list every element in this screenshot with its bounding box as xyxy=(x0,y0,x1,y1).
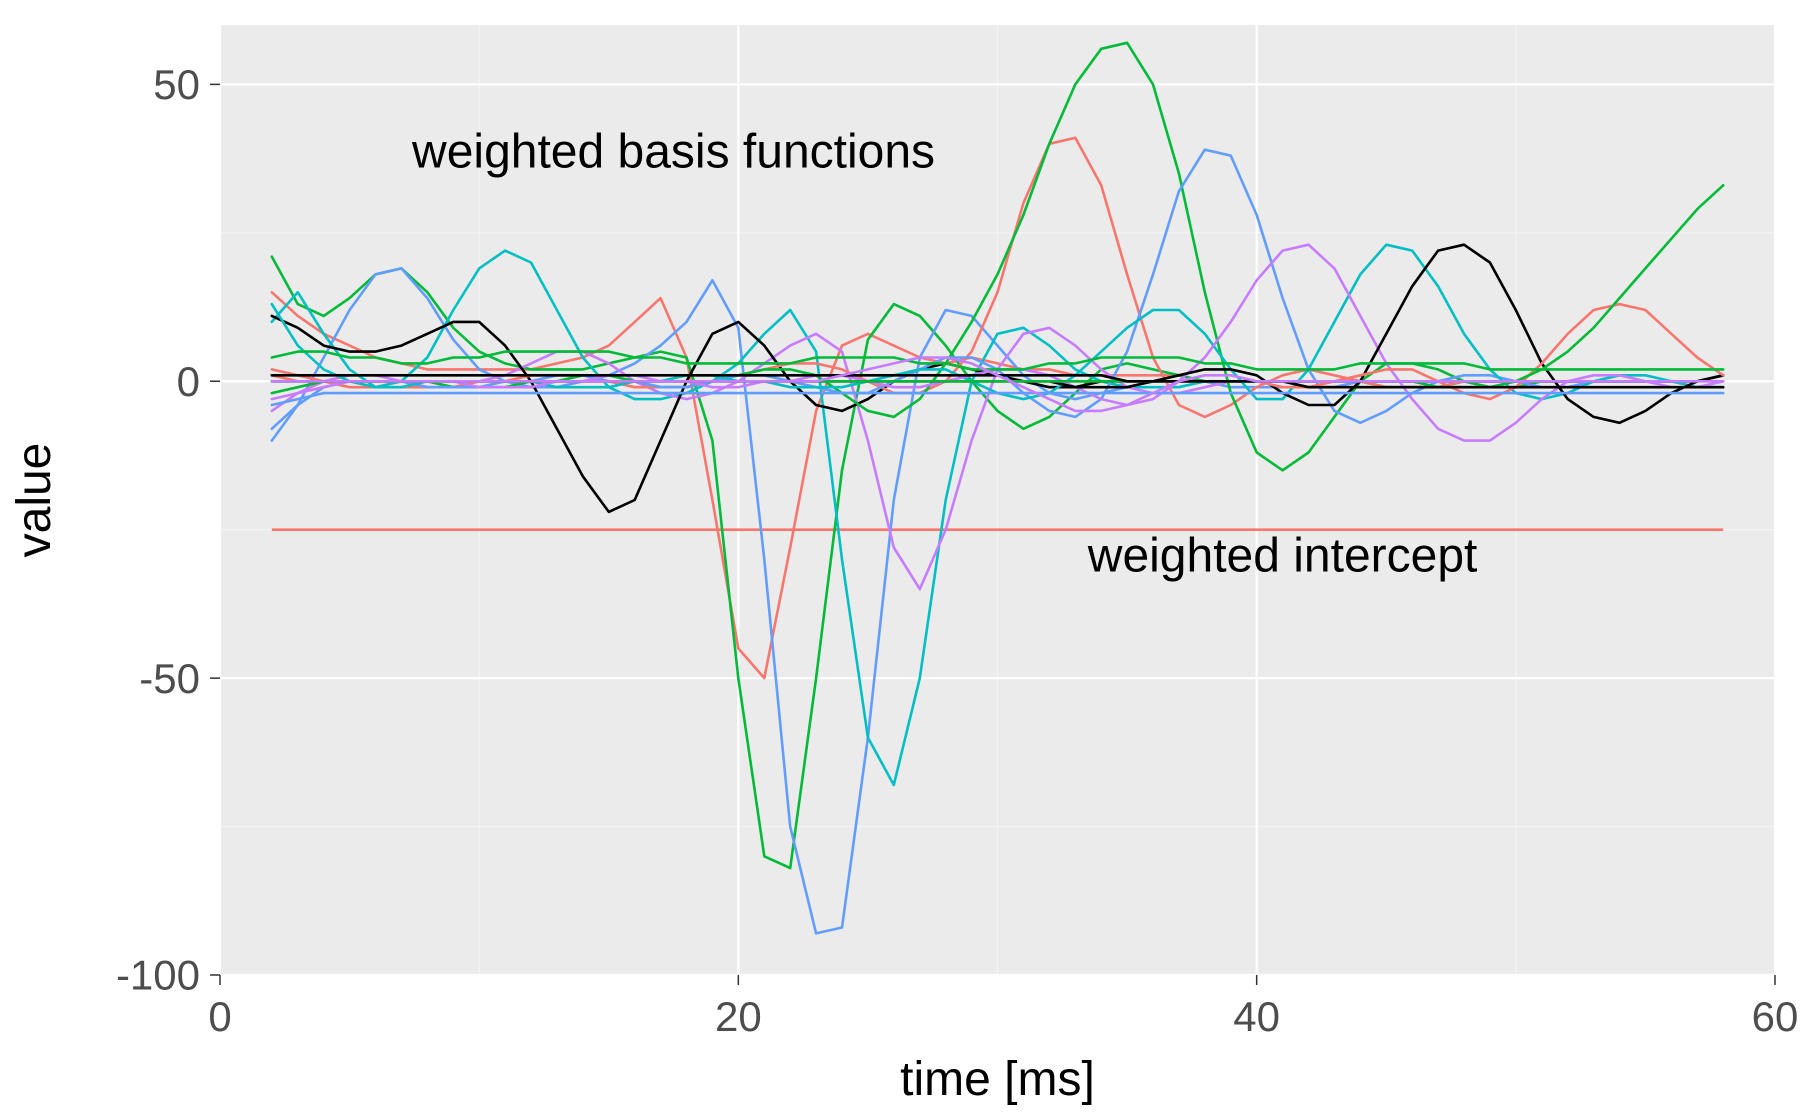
y-tick-label: -50 xyxy=(139,655,200,702)
y-tick-label: -100 xyxy=(116,952,200,999)
chart-container: { "chart": { "type": "line", "width": 18… xyxy=(0,0,1800,1112)
x-axis-title: time [ms] xyxy=(900,1053,1095,1106)
y-tick-label: 0 xyxy=(177,358,200,405)
x-tick-label: 60 xyxy=(1752,993,1799,1040)
x-tick-label: 20 xyxy=(715,993,762,1040)
line-chart: 0 20 40 60 -100 -50 0 50 time [ms] value weighted … xyxy=(0,0,1800,1112)
y-axis-title: value xyxy=(8,443,61,558)
annotation-text: weighted basis functions xyxy=(411,126,935,179)
annotation-text: weighted intercept xyxy=(1087,529,1478,582)
y-tick-label: 50 xyxy=(153,61,200,108)
x-tick-label: 40 xyxy=(1233,993,1280,1040)
x-tick-label: 0 xyxy=(208,993,231,1040)
